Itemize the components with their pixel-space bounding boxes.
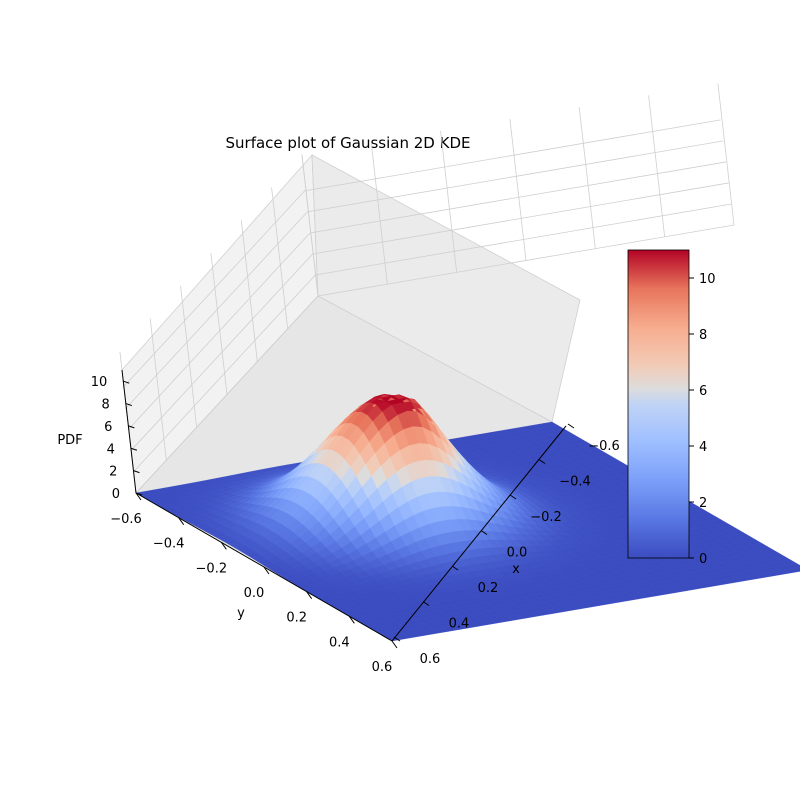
z-tick xyxy=(135,492,143,496)
y-tick-label: −0.4 xyxy=(153,537,185,552)
x-tick-label: 0.6 xyxy=(420,652,441,667)
y-tick xyxy=(391,640,398,649)
x-tick xyxy=(567,423,575,429)
grid-line xyxy=(130,182,729,452)
colorbar-tick-label: 4 xyxy=(699,440,707,455)
colorbar-tick-label: 6 xyxy=(699,384,707,399)
y-tick-label: −0.6 xyxy=(110,512,142,527)
grid-line xyxy=(440,130,458,273)
y-tick xyxy=(306,591,313,599)
y-tick xyxy=(220,542,227,550)
y-tick xyxy=(135,492,142,501)
x-tick-label: 0.4 xyxy=(449,617,470,632)
z-tick xyxy=(133,470,140,474)
grid-line xyxy=(133,203,732,473)
x-tick-label: −0.2 xyxy=(530,510,562,525)
x-axis-line xyxy=(391,425,567,642)
grid-line xyxy=(648,95,666,237)
grid-line xyxy=(125,140,724,410)
grid-line xyxy=(578,107,596,249)
z-axis-line xyxy=(121,369,137,494)
colorbar-tick-label: 10 xyxy=(699,272,716,287)
surface-patch xyxy=(786,563,800,569)
z-tick xyxy=(130,447,138,451)
surface-patch xyxy=(792,566,800,572)
chart-title: Surface plot of Gaussian 2D KDE xyxy=(226,134,471,152)
y-axis-label: y xyxy=(237,606,245,621)
y-tick xyxy=(178,517,185,525)
grid-line xyxy=(301,154,319,297)
grid-line xyxy=(135,224,735,494)
x-tick xyxy=(538,459,546,464)
grid-line xyxy=(370,142,388,285)
x-tick xyxy=(393,636,401,642)
colorbar-tick-label: 2 xyxy=(699,496,707,511)
z-tick xyxy=(128,425,135,429)
grid-line xyxy=(240,220,258,362)
colorbar-tick-label: 8 xyxy=(699,328,707,343)
x-tick-label: −0.6 xyxy=(588,439,620,454)
y-tick-label: 0.4 xyxy=(329,635,350,650)
y-tick-label: 0.6 xyxy=(372,660,393,675)
colorbar-ticks: 0 2 4 6 8 10 xyxy=(689,272,716,567)
x-tick-label: −0.4 xyxy=(559,475,591,490)
z-tick xyxy=(125,403,132,407)
colorbar-tick-label: 0 xyxy=(699,552,707,567)
grid-line xyxy=(122,119,721,389)
z-tick-label: 6 xyxy=(104,420,112,435)
grid-line xyxy=(180,285,198,428)
y-tick xyxy=(348,616,355,624)
z-tick-label: 8 xyxy=(102,398,110,413)
grid-line xyxy=(717,83,735,226)
x-tick-label: 0.2 xyxy=(478,581,499,596)
y-tick-label: 0.0 xyxy=(244,586,265,601)
colorbar-gradient xyxy=(627,249,690,559)
y-tick xyxy=(263,566,270,575)
z-tick-label: 10 xyxy=(91,375,108,390)
x-axis-label: x xyxy=(512,562,520,577)
x-tick-label: 0.0 xyxy=(507,546,528,561)
x-tick xyxy=(451,565,459,571)
grid-line xyxy=(509,119,527,261)
x-tick xyxy=(422,601,430,606)
x-tick xyxy=(480,530,488,535)
grid-line xyxy=(127,161,727,431)
colorbar: 0 2 4 6 8 10 xyxy=(627,249,716,567)
grid-line xyxy=(271,187,289,329)
z-tick xyxy=(123,380,130,384)
x-tick xyxy=(509,494,517,500)
z-tick-label: 2 xyxy=(109,465,117,480)
grid-line xyxy=(210,253,228,395)
z-tick-label: 4 xyxy=(107,442,115,457)
grid-line xyxy=(149,318,167,461)
z-axis-label: PDF xyxy=(57,433,82,448)
y-tick-label: 0.2 xyxy=(286,611,307,626)
z-tick-label: 0 xyxy=(112,487,120,502)
axis-ticks: −0.6 −0.4 −0.2 0.0 0.2 0.4 0.6 −0.6 −0.4 −0.2 0.0 0… xyxy=(91,375,620,675)
y-tick-label: −0.2 xyxy=(196,561,228,576)
